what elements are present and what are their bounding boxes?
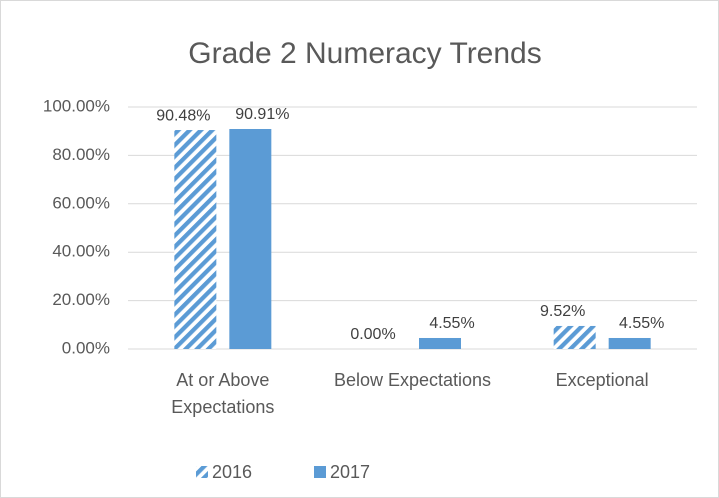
- legend-swatch: [196, 466, 208, 478]
- legend-swatch: [314, 466, 326, 478]
- y-tick-label: 20.00%: [52, 290, 110, 309]
- bar: [419, 337, 461, 349]
- data-label: 4.55%: [429, 315, 474, 332]
- bar: [608, 337, 651, 349]
- data-label: 9.52%: [540, 303, 585, 320]
- x-tick-label: At or Above Expectations: [171, 370, 275, 417]
- x-tick-label: Below Expectations: [333, 370, 492, 390]
- y-tick-label: 0.00%: [62, 338, 110, 357]
- chart-title: Grade 2 Numeracy Trends: [188, 37, 541, 70]
- data-label: 90.48%: [156, 107, 210, 124]
- bar: [229, 128, 272, 349]
- legend-label: 2017: [330, 462, 370, 482]
- y-tick-label: 60.00%: [52, 193, 110, 212]
- x-tick-label: Exceptional: [555, 370, 649, 390]
- bar: [553, 325, 596, 349]
- y-tick-label: 40.00%: [52, 242, 110, 261]
- data-label: 4.55%: [619, 315, 664, 332]
- data-label: 0.00%: [350, 326, 395, 343]
- bar: [174, 130, 217, 349]
- legend-label: 2016: [212, 462, 252, 482]
- data-label: 90.91%: [235, 106, 289, 123]
- y-tick-label: 80.00%: [52, 145, 110, 164]
- y-tick-label: 100.00%: [43, 96, 110, 115]
